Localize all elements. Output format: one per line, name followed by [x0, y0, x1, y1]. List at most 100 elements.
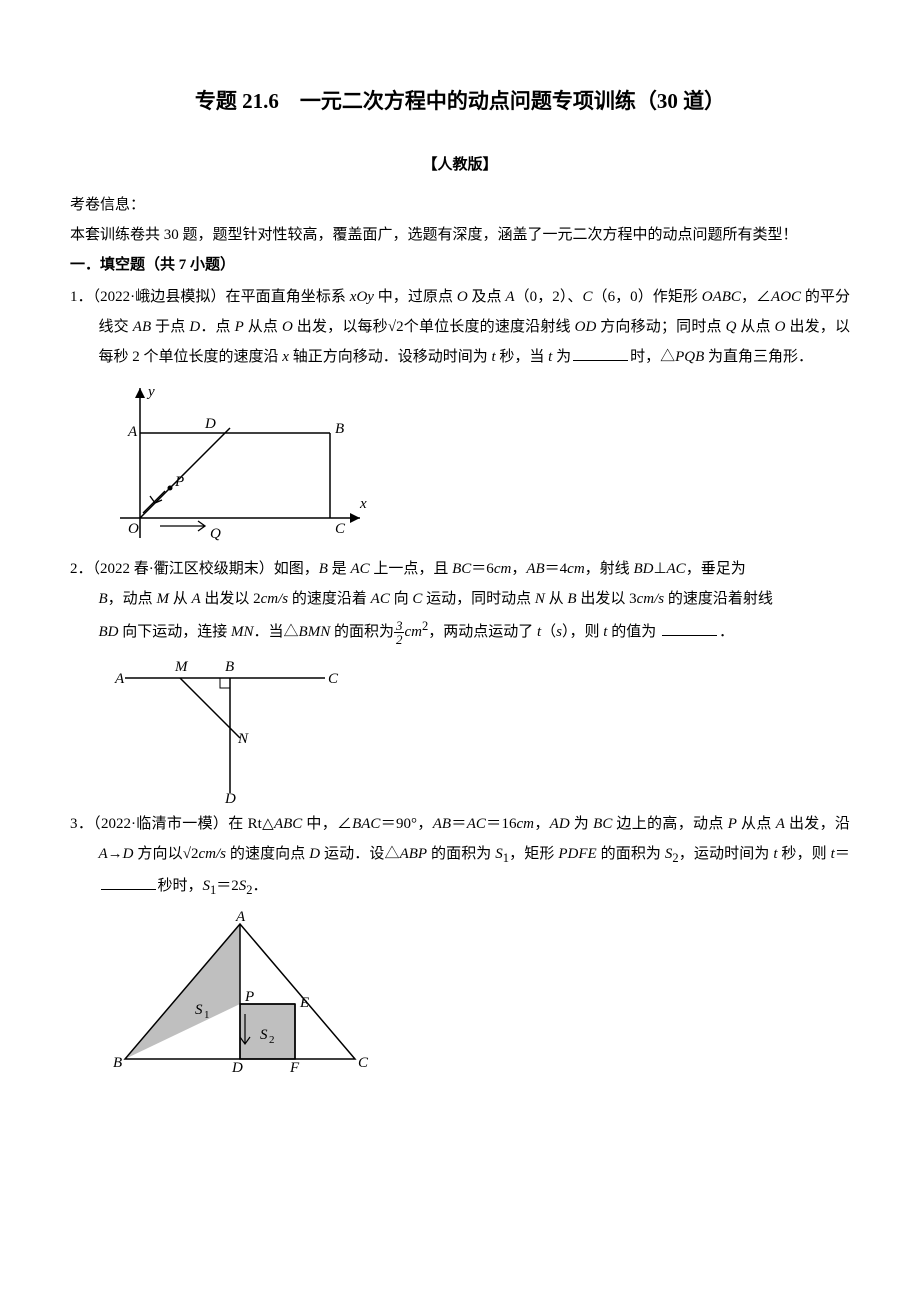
svg-text:B: B: [335, 421, 344, 437]
svg-text:D: D: [224, 791, 236, 803]
t: 2．（2022 春·衢江区校级期末）如图，: [70, 561, 319, 577]
t: cm: [404, 624, 422, 640]
t: 出发以 2: [201, 591, 261, 607]
svg-text:C: C: [358, 1055, 369, 1071]
svg-text:N: N: [237, 731, 249, 747]
t: ．当△: [254, 624, 299, 640]
t: MN: [231, 624, 254, 640]
q2-text2: B，动点 M 从 A 出发以 2cm/s 的速度沿着 AC 向 C 运动，同时动…: [70, 584, 850, 614]
t: cm/s: [637, 591, 665, 607]
t: A: [505, 289, 514, 305]
t: ），则: [562, 624, 603, 640]
t: AOC: [771, 289, 801, 305]
t: 从: [169, 591, 192, 607]
t: 从: [545, 591, 568, 607]
t: 的速度向点: [226, 846, 309, 862]
svg-text:y: y: [146, 384, 155, 400]
question-2: 2．（2022 春·衢江区校级期末）如图，B 是 AC 上一点，且 BC＝6cm…: [70, 554, 850, 803]
t: 上一点，且: [370, 561, 453, 577]
t: 中，∠: [302, 816, 352, 832]
blank-2[interactable]: [662, 620, 717, 636]
t: 运动．设△: [320, 846, 399, 862]
t: C: [582, 289, 592, 305]
svg-text:O: O: [128, 521, 139, 537]
svg-text:P: P: [174, 474, 184, 490]
t: 从点: [737, 816, 776, 832]
q2-text3: BD 向下运动，连接 MN．当△BMN 的面积为32cm2，两动点运动了 t（s…: [70, 614, 850, 647]
svg-text:D: D: [204, 416, 216, 432]
t: AD: [550, 816, 570, 832]
intro-text: 本套训练卷共 30 题，题型针对性较高，覆盖面广，选题有深度，涵盖了一元二次方程…: [70, 220, 850, 250]
t: ，两动点运动了: [428, 624, 537, 640]
t: ，垂足为: [686, 561, 746, 577]
t: N: [535, 591, 545, 607]
t: 的面积为: [330, 624, 394, 640]
t: 从点: [244, 319, 282, 335]
t: S: [203, 878, 211, 894]
t: 于点: [151, 319, 189, 335]
t: 出发以 3: [577, 591, 637, 607]
t: 边上的高，动点: [612, 816, 727, 832]
t: 是: [328, 561, 351, 577]
t: 为直角三角形．: [704, 349, 813, 365]
t: AC: [467, 816, 486, 832]
t: 秒，则: [778, 846, 831, 862]
t: D: [123, 846, 134, 862]
t: 运动，同时动点: [422, 591, 535, 607]
t: 的面积为: [597, 846, 665, 862]
t: AB: [433, 816, 451, 832]
t: AC: [371, 591, 390, 607]
t: ．: [253, 878, 268, 894]
t: S: [495, 846, 503, 862]
t: （6，0）作矩形: [592, 289, 701, 305]
t: ＝90°，: [380, 816, 432, 832]
t: ＝: [835, 846, 850, 862]
blank-3[interactable]: [101, 874, 156, 890]
t: A: [99, 846, 108, 862]
t: （0，2）、: [515, 289, 583, 305]
t: cm: [494, 561, 512, 577]
t: x: [282, 349, 289, 365]
t: 的速度沿着射线: [664, 591, 773, 607]
t: cm/s: [198, 846, 226, 862]
t: 方向移动；同时点: [596, 319, 725, 335]
t: BAC: [352, 816, 380, 832]
page-title: 专题 21.6 一元二次方程中的动点问题专项训练（30 道）: [70, 80, 850, 122]
t: 轴正方向移动．设移动时间为: [289, 349, 492, 365]
t: PDFE: [558, 846, 596, 862]
t: BMN: [299, 624, 331, 640]
t: 向: [390, 591, 413, 607]
t: BD: [633, 561, 653, 577]
t: M: [156, 591, 169, 607]
t: 时，△: [630, 349, 675, 365]
subtitle: 【人教版】: [70, 150, 850, 180]
svg-text:A: A: [235, 909, 246, 925]
svg-text:x: x: [359, 496, 367, 512]
fraction-3-2: 32: [394, 619, 405, 646]
q1-xoy: xOy: [350, 289, 374, 305]
t: 为: [570, 816, 593, 832]
t: ．: [719, 624, 734, 640]
t: AB: [133, 319, 151, 335]
t: A: [776, 816, 785, 832]
t: 及点: [468, 289, 506, 305]
q3-text: 3．（2022·临清市一模）在 Rt△ABC 中，∠BAC＝90°，AB＝AC＝…: [70, 809, 850, 903]
t: P: [235, 319, 244, 335]
t: ，动点: [108, 591, 157, 607]
svg-text:D: D: [231, 1060, 243, 1076]
question-3: 3．（2022·临清市一模）在 Rt△ABC 中，∠BAC＝90°，AB＝AC＝…: [70, 809, 850, 1079]
blank-1[interactable]: [573, 345, 628, 361]
t: cm: [567, 561, 585, 577]
svg-text:P: P: [244, 989, 254, 1005]
t: ＝2: [216, 878, 239, 894]
t: ABP: [400, 846, 428, 862]
t: ⊥: [653, 561, 666, 577]
q2-text: 2．（2022 春·衢江区校级期末）如图，B 是 AC 上一点，且 BC＝6cm…: [70, 554, 850, 584]
t: 的值为: [607, 624, 660, 640]
t: 的面积为: [427, 846, 495, 862]
svg-text:A: A: [127, 424, 138, 440]
t: B: [319, 561, 328, 577]
t: P: [728, 816, 737, 832]
t: cm: [517, 816, 535, 832]
svg-text:C: C: [335, 521, 346, 537]
